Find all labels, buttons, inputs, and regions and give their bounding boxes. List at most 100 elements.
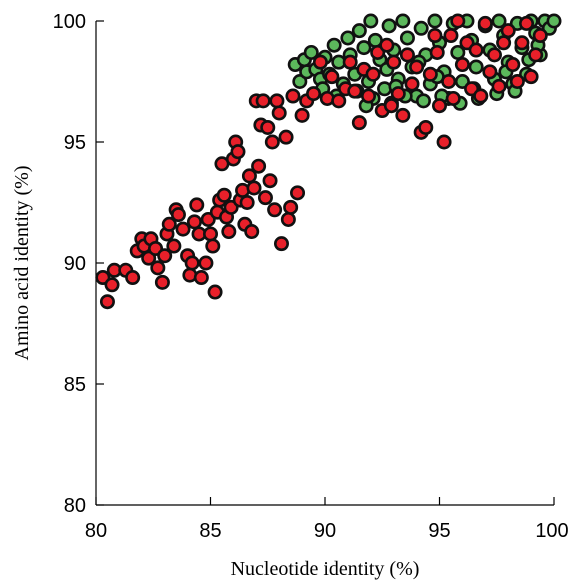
red-data-point [170, 207, 186, 223]
red-data-point [347, 83, 363, 99]
axis-labels: 80 85 90 95 100 80 85 90 95 100 Nucleoti… [11, 11, 569, 580]
green-data-point [491, 13, 507, 29]
red-data-point [104, 277, 120, 293]
red-data-point [365, 66, 381, 82]
red-data-point [267, 202, 283, 218]
red-data-point [395, 107, 411, 123]
red-data-point [255, 93, 271, 109]
red-data-point [262, 173, 278, 189]
red-data-point [404, 76, 420, 92]
red-data-point [486, 47, 502, 63]
red-data-point [273, 236, 289, 252]
green-data-point [340, 30, 356, 46]
red-data-point [422, 66, 438, 82]
red-data-point [99, 294, 115, 310]
red-data-point [386, 54, 402, 70]
red-data-point [203, 226, 219, 242]
red-data-point [496, 35, 512, 51]
green-data-point [413, 20, 429, 36]
red-data-point [264, 134, 280, 150]
x-tick-label: 90 [314, 520, 336, 542]
red-data-point [207, 284, 223, 300]
y-tick-label: 80 [64, 495, 86, 517]
green-data-point [326, 37, 342, 53]
x-tick-label: 100 [535, 520, 568, 542]
red-data-point [189, 197, 205, 213]
red-data-point [473, 88, 489, 104]
red-data-point [150, 260, 166, 276]
red-data-point [283, 199, 299, 215]
red-data-point [260, 119, 276, 135]
red-data-point [519, 15, 535, 31]
red-data-point [230, 144, 246, 160]
x-axis-title: Nucleotide identity (%) [231, 558, 420, 580]
y-tick-label: 100 [53, 11, 86, 33]
green-data-point [381, 18, 397, 34]
red-data-point [509, 74, 525, 90]
red-data-point [482, 64, 498, 80]
red-data-point [409, 59, 425, 75]
red-data-point [379, 37, 395, 53]
red-data-point [184, 255, 200, 271]
data-points [95, 13, 562, 310]
red-data-point [294, 107, 310, 123]
red-data-point [445, 90, 461, 106]
red-data-point [532, 28, 548, 44]
red-data-point [443, 28, 459, 44]
x-tick-label: 80 [85, 520, 107, 542]
red-data-point [427, 28, 443, 44]
y-tick-label: 85 [64, 374, 86, 396]
red-data-point [221, 224, 237, 240]
green-data-point [399, 30, 415, 46]
red-data-point [383, 98, 399, 114]
red-data-point [271, 105, 287, 121]
red-data-point [454, 57, 470, 73]
red-data-point [306, 86, 322, 102]
red-data-point [431, 98, 447, 114]
red-data-point [390, 86, 406, 102]
green-data-point [468, 59, 484, 75]
red-data-point [280, 211, 296, 227]
red-data-point [361, 88, 377, 104]
red-data-point [278, 129, 294, 145]
green-data-point [395, 13, 411, 29]
red-data-point [523, 69, 539, 85]
red-data-point [324, 69, 340, 85]
red-data-point [216, 187, 232, 203]
y-tick-label: 95 [64, 132, 86, 154]
green-data-point [427, 13, 443, 29]
red-data-point [193, 270, 209, 286]
green-data-point [546, 13, 562, 29]
green-data-point [292, 74, 308, 90]
red-data-point [244, 224, 260, 240]
red-data-point [505, 57, 521, 73]
red-data-point [269, 93, 285, 109]
red-data-point [312, 54, 328, 70]
red-data-point [246, 180, 262, 196]
red-data-point [290, 185, 306, 201]
green-data-point [356, 40, 372, 56]
x-tick-label: 95 [428, 520, 450, 542]
red-data-point [351, 115, 367, 131]
green-data-point [415, 93, 431, 109]
red-data-point [166, 238, 182, 254]
red-data-point [477, 15, 493, 31]
red-data-point [154, 274, 170, 290]
red-data-point [331, 93, 347, 109]
red-data-point [399, 47, 415, 63]
red-data-point [239, 195, 255, 211]
red-data-point [161, 216, 177, 232]
red-data-point [500, 23, 516, 39]
red-data-point [441, 74, 457, 90]
red-data-point [285, 88, 301, 104]
y-tick-label: 90 [64, 253, 86, 275]
red-data-point [125, 270, 141, 286]
red-data-point [436, 134, 452, 150]
x-tick-label: 85 [199, 520, 221, 542]
y-axis-title: Amino acid identity (%) [11, 166, 33, 361]
red-data-point [342, 54, 358, 70]
red-data-point [468, 42, 484, 58]
red-data-point [514, 35, 530, 51]
red-data-point [257, 190, 273, 206]
red-data-point [491, 78, 507, 94]
